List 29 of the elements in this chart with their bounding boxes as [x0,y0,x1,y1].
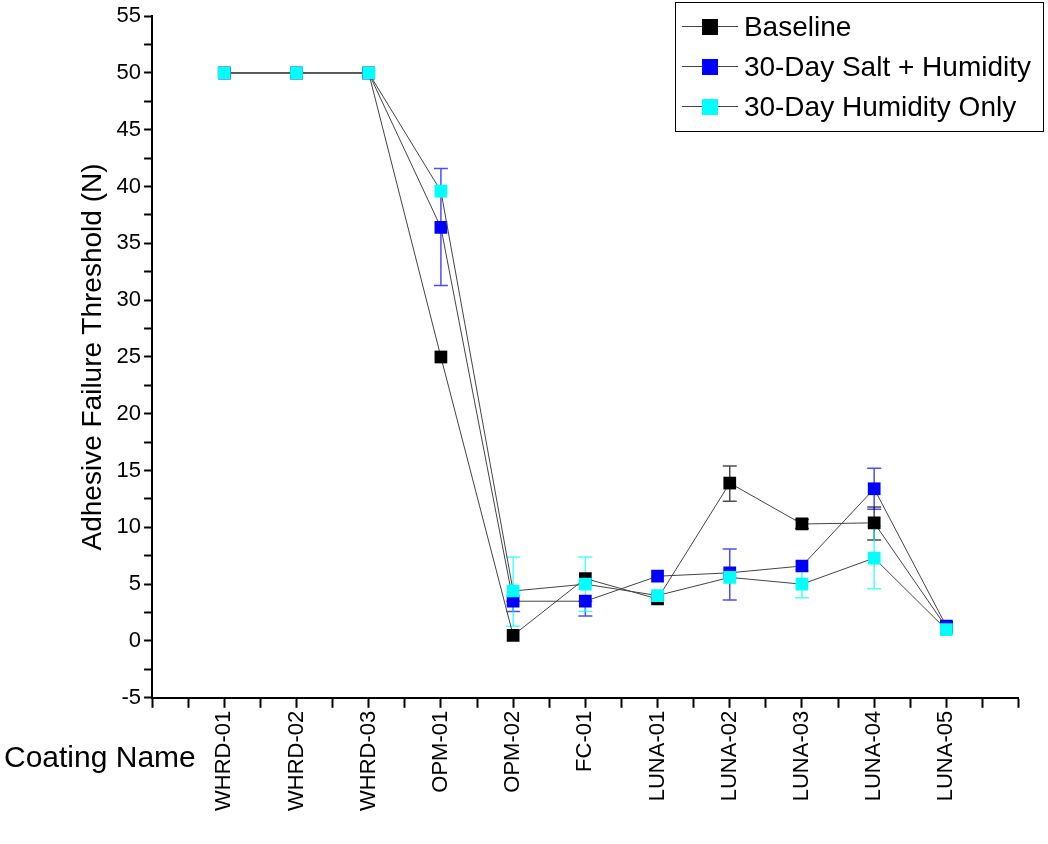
legend-label: 30-Day Salt + Humidity [743,51,1031,83]
x-tick-label: OPM-02 [499,710,525,793]
y-tick-label: 15 [116,456,142,482]
x-tick-label: WHRD-01 [210,710,236,812]
y-tick-label: 25 [116,343,142,369]
y-tick-label: 5 [128,570,142,596]
y-tick-label: -5 [121,683,142,709]
y-axis-title: Adhesive Failure Threshold (N) [75,163,107,551]
x-tick-label: OPM-01 [426,710,452,793]
x-axis-title: Coating Name [4,740,196,774]
x-tick-label: WHRD-02 [282,710,308,812]
x-tick-label: LUNA-04 [860,710,886,802]
x-tick-label: LUNA-01 [643,710,669,802]
y-tick-label: 45 [116,115,142,141]
x-tick-label: LUNA-05 [932,710,958,802]
y-tick-label: 20 [116,399,142,425]
y-tick-label: 0 [128,627,142,653]
x-tick-label: LUNA-03 [788,710,814,802]
legend-label: 30-Day Humidity Only [743,91,1017,123]
y-tick-label: 50 [116,59,142,85]
y-tick-label: 30 [116,286,142,312]
y-tick-label: 40 [116,172,142,198]
x-tick-label: LUNA-02 [715,710,741,802]
x-tick-label: WHRD-03 [354,710,380,812]
x-tick-label: FC-01 [571,710,597,772]
y-tick-label: 55 [116,2,142,28]
y-tick-label: 10 [116,513,142,539]
legend-label: Baseline [743,11,852,43]
y-tick-label: 35 [116,229,142,255]
